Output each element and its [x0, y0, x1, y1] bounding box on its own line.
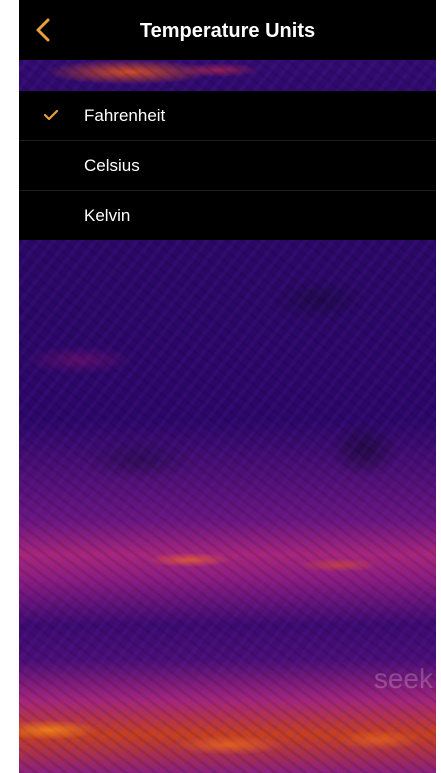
unit-option-celsius[interactable]: Celsius: [19, 141, 436, 191]
seek-watermark: seek: [373, 663, 433, 694]
checkmark-icon: [43, 109, 59, 121]
chevron-left-icon: [36, 18, 50, 42]
back-button[interactable]: [29, 16, 59, 46]
thermal-hot-band-bottom: [19, 700, 436, 773]
app-screen: Temperature Units Fahrenheit Celsius Kel…: [19, 0, 436, 773]
unit-option-kelvin[interactable]: Kelvin: [19, 191, 436, 240]
unit-option-label: Kelvin: [84, 206, 131, 225]
unit-option-fahrenheit[interactable]: Fahrenheit: [19, 91, 436, 141]
header-bar: Temperature Units: [19, 0, 436, 60]
thermal-hot-band: [19, 540, 436, 590]
unit-option-label: Celsius: [84, 156, 140, 175]
temperature-unit-list: Fahrenheit Celsius Kelvin: [19, 91, 436, 240]
page-title: Temperature Units: [139, 20, 316, 42]
unit-option-label: Fahrenheit: [84, 106, 166, 125]
